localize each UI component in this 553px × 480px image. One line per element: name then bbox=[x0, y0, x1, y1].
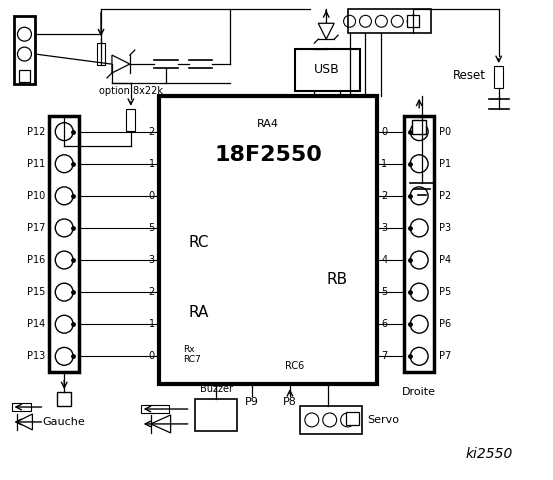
Text: P1: P1 bbox=[439, 159, 451, 169]
Text: 1: 1 bbox=[382, 159, 388, 169]
Text: 18F2550: 18F2550 bbox=[214, 145, 322, 166]
Text: P9: P9 bbox=[245, 397, 259, 407]
Text: Buzzer: Buzzer bbox=[200, 384, 233, 394]
Bar bbox=[159, 96, 377, 384]
Text: P7: P7 bbox=[439, 351, 451, 361]
Text: P14: P14 bbox=[27, 319, 45, 329]
Text: P13: P13 bbox=[27, 351, 45, 361]
Text: Reset: Reset bbox=[452, 70, 486, 83]
Text: 0: 0 bbox=[149, 191, 155, 201]
Text: P11: P11 bbox=[27, 159, 45, 169]
Text: P3: P3 bbox=[439, 223, 451, 233]
Text: 0: 0 bbox=[382, 127, 388, 137]
Text: ki2550: ki2550 bbox=[465, 447, 513, 461]
Bar bbox=[127, 109, 135, 131]
Bar bbox=[300, 406, 362, 434]
Bar bbox=[49, 116, 79, 372]
Text: 1: 1 bbox=[149, 159, 155, 169]
Text: 0: 0 bbox=[149, 351, 155, 361]
Text: RC: RC bbox=[189, 236, 209, 251]
Text: P12: P12 bbox=[27, 127, 45, 137]
Text: Gauche: Gauche bbox=[43, 417, 86, 427]
Bar bbox=[407, 15, 419, 27]
Bar bbox=[295, 49, 359, 91]
Text: P0: P0 bbox=[439, 127, 451, 137]
Bar bbox=[348, 9, 431, 33]
Text: 7: 7 bbox=[382, 351, 388, 361]
Bar bbox=[412, 120, 426, 133]
Text: RB: RB bbox=[326, 272, 348, 287]
Text: USB: USB bbox=[314, 63, 340, 76]
Text: P5: P5 bbox=[439, 287, 451, 297]
Text: 4: 4 bbox=[382, 255, 388, 265]
Text: P15: P15 bbox=[27, 287, 45, 297]
Text: Servo: Servo bbox=[368, 415, 399, 425]
Text: P16: P16 bbox=[27, 255, 45, 265]
Text: 3: 3 bbox=[382, 223, 388, 233]
Text: RA4: RA4 bbox=[257, 119, 279, 129]
Bar bbox=[195, 399, 237, 431]
Bar bbox=[13, 16, 35, 84]
Text: 2: 2 bbox=[148, 127, 155, 137]
Bar bbox=[346, 412, 358, 425]
Bar bbox=[97, 43, 106, 65]
Text: P4: P4 bbox=[439, 255, 451, 265]
Text: 2: 2 bbox=[382, 191, 388, 201]
Text: 2: 2 bbox=[148, 287, 155, 297]
Bar bbox=[58, 392, 71, 406]
Text: 1: 1 bbox=[149, 319, 155, 329]
Bar bbox=[494, 66, 503, 88]
Text: P6: P6 bbox=[439, 319, 451, 329]
Text: P10: P10 bbox=[27, 191, 45, 201]
Text: 5: 5 bbox=[382, 287, 388, 297]
Text: Rx
RC7: Rx RC7 bbox=[184, 345, 201, 364]
Text: RC6: RC6 bbox=[285, 361, 304, 371]
Text: 6: 6 bbox=[382, 319, 388, 329]
Text: P8: P8 bbox=[283, 397, 297, 407]
Bar bbox=[18, 70, 30, 82]
Text: 5: 5 bbox=[148, 223, 155, 233]
Bar bbox=[12, 403, 32, 411]
Text: P17: P17 bbox=[27, 223, 45, 233]
Text: Droite: Droite bbox=[402, 387, 436, 397]
Text: RA: RA bbox=[189, 305, 209, 320]
Bar bbox=[404, 116, 434, 372]
Bar bbox=[141, 405, 169, 413]
Text: 3: 3 bbox=[149, 255, 155, 265]
Text: P2: P2 bbox=[439, 191, 451, 201]
Text: option 8x22k: option 8x22k bbox=[99, 86, 163, 96]
